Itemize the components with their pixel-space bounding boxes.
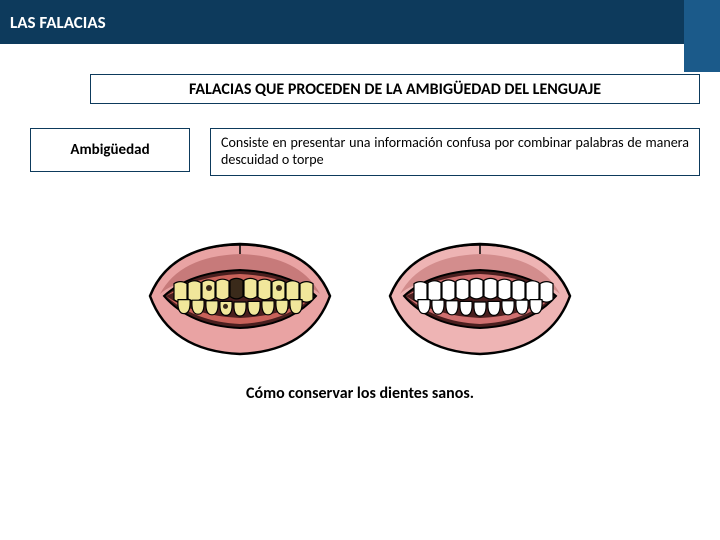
- illustration-caption: Cómo conservar los dientes sanos.: [0, 384, 720, 403]
- header-bar: LAS FALACIAS: [0, 0, 720, 44]
- header-title: LAS FALACIAS: [10, 12, 106, 33]
- concept-row: Ambigüedad Consiste en presentar una inf…: [0, 128, 720, 176]
- mouth-bad-icon: [140, 226, 340, 366]
- concept-definition: Consiste en presentar una información co…: [221, 134, 689, 168]
- concept-definition-box: Consiste en presentar una información co…: [210, 128, 700, 176]
- accent-block: [684, 0, 720, 72]
- subtitle-text: FALACIAS QUE PROCEDEN DE LA AMBIGÜEDAD D…: [189, 80, 601, 99]
- concept-label-box: Ambigüedad: [30, 128, 190, 172]
- subtitle-bar: FALACIAS QUE PROCEDEN DE LA AMBIGÜEDAD D…: [90, 74, 700, 104]
- mouth-good-icon: [380, 226, 580, 366]
- concept-label: Ambigüedad: [70, 141, 149, 159]
- illustration-row: [0, 226, 720, 366]
